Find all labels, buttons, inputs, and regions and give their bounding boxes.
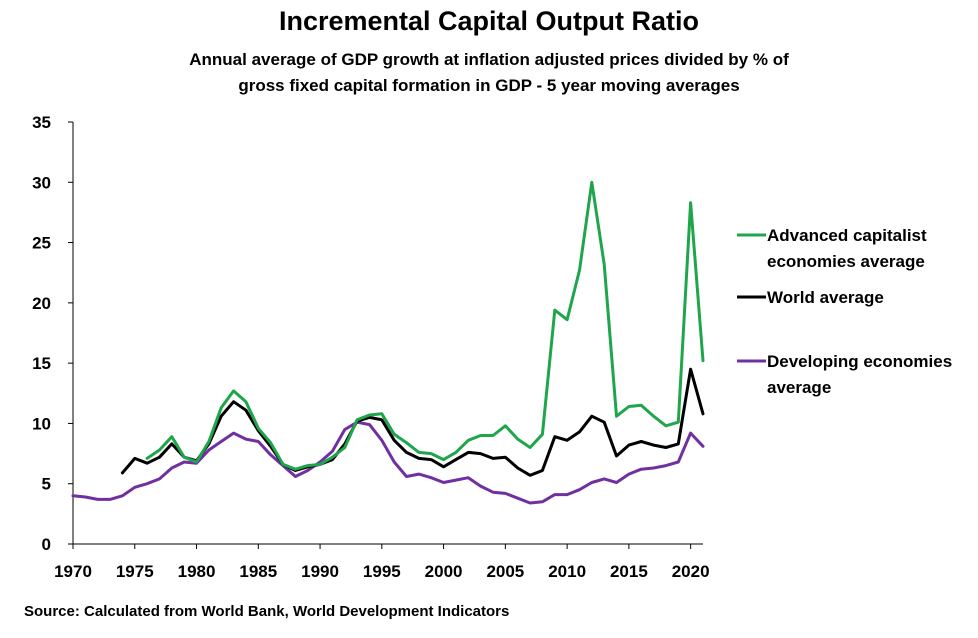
y-tick-label: 20 — [32, 294, 51, 313]
chart-title: Incremental Capital Output Ratio — [278, 6, 700, 36]
series-line-0 — [145, 180, 705, 471]
legend-label-1: World average — [767, 288, 884, 307]
y-tick-label: 0 — [42, 535, 51, 554]
y-tick-label: 25 — [32, 234, 51, 253]
x-tick-label: 2005 — [486, 562, 524, 581]
x-tick-label: 1970 — [54, 562, 92, 581]
y-tick-label: 15 — [32, 354, 51, 373]
x-tick-label: 2020 — [672, 562, 710, 581]
x-tick-label: 1975 — [116, 562, 154, 581]
x-tick-label: 2015 — [610, 562, 648, 581]
x-tick-label: 2010 — [548, 562, 586, 581]
y-tick-label: 5 — [42, 475, 51, 494]
source-note: Source: Calculated from World Bank, Worl… — [24, 603, 510, 620]
line-chart: 0 5 10 15 20 25 30 35 1970 1975 1980 1985 1990 1995 20… — [32, 113, 952, 581]
y-tick-label: 10 — [32, 414, 51, 433]
x-tick-label: 1995 — [363, 562, 401, 581]
series-line-2 — [71, 420, 705, 505]
x-tick-label: 2000 — [425, 562, 463, 581]
series-line-1 — [120, 367, 705, 477]
x-tick-label: 1985 — [239, 562, 277, 581]
y-tick-label: 35 — [32, 113, 51, 132]
y-tick-label: 30 — [32, 173, 51, 192]
legend-label-2: Developing economies average — [767, 352, 952, 397]
x-tick-label: 1980 — [178, 562, 216, 581]
x-tick-label: 1990 — [301, 562, 339, 581]
legend-label-0: Advanced capitalist economies average — [767, 226, 927, 271]
chart-subtitle: Annual average of GDP growth at inflatio… — [189, 50, 789, 95]
